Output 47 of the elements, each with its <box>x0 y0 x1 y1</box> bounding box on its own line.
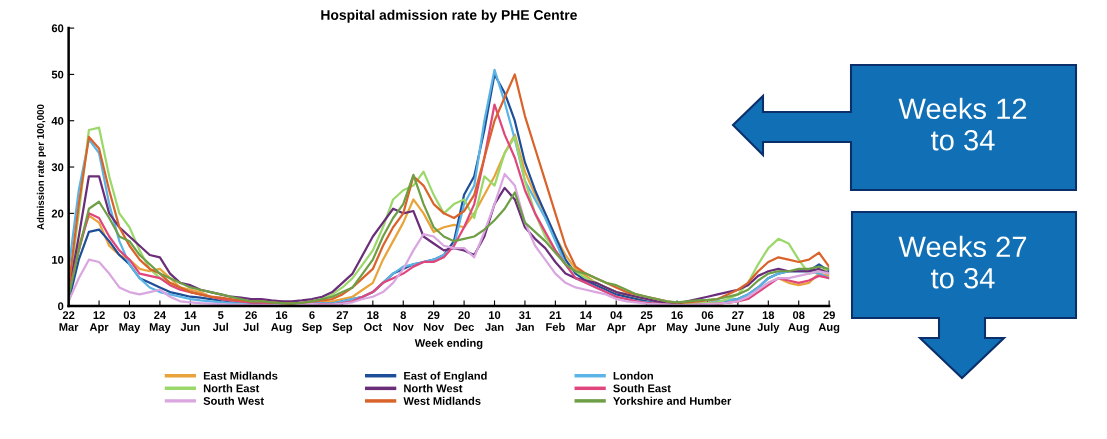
x-tick-label: 16 Aug <box>271 311 292 334</box>
x-tick-label: 29 Nov <box>423 311 445 331</box>
x-tick-label: 10 Jan <box>485 311 504 331</box>
x-tick-label: 6 Sep <box>302 311 322 334</box>
y-tick-label: 20 <box>51 209 64 218</box>
x-tick-label: 04 Apr <box>606 311 626 334</box>
y-tick-label: 40 <box>51 116 64 125</box>
legend-label: South East <box>613 384 671 393</box>
text: Weeks 12 to 34 <box>898 97 1027 151</box>
y-axis-title: Admission rate per 100,000 <box>36 104 46 230</box>
x-tick-label: 24 May <box>149 311 171 334</box>
x-tick-label: 21 Feb <box>546 311 565 331</box>
x-tick-label: 27 June <box>725 311 751 331</box>
legend-label: East Midlands <box>203 371 278 380</box>
x-tick-label: 29 Aug <box>818 311 840 334</box>
x-tick-label: 31 Jan <box>515 311 534 331</box>
legend-label: West Midlands <box>403 396 481 405</box>
y-tick-label: 10 <box>52 255 64 264</box>
x-tick-label: 14 Mar <box>576 311 596 331</box>
x-tick-label: 12 Apr <box>89 311 109 334</box>
x-tick-label: 14 Jun <box>180 311 200 331</box>
y-tick-label: 30 <box>51 163 64 172</box>
y-tick-label: 50 <box>51 70 64 79</box>
y-tick-label: 60 <box>51 24 64 33</box>
legend-label: North East <box>203 384 260 393</box>
chart-title: Hospital admission rate by PHE Centre <box>321 9 577 23</box>
x-tick-label: 08 Aug <box>788 311 809 334</box>
legend-label: North West <box>404 384 463 393</box>
legend-label: Yorkshire and Humber <box>613 396 732 405</box>
x-tick-label: 26 Jul <box>243 311 259 331</box>
x-tick-label: 16 May <box>666 311 688 334</box>
legend-label: London <box>613 371 653 380</box>
x-tick-label: 8 Nov <box>393 311 414 331</box>
x-tick-label: 22 Mar <box>59 311 79 331</box>
x-tick-label: 20 Dec <box>454 311 474 331</box>
x-tick-label: 5 Jul <box>212 311 228 331</box>
x-tick-label: 06 June <box>694 311 721 331</box>
x-tick-label: 03 May <box>119 311 141 334</box>
x-axis-title: Week ending <box>414 338 483 350</box>
legend-label: South West <box>203 396 264 405</box>
x-tick-label: 25 Apr <box>637 311 657 334</box>
text: Weeks 27 to 34 <box>898 235 1027 289</box>
legend-label: East of England <box>404 371 487 382</box>
y-tick-label: 0 <box>58 302 64 311</box>
x-tick-label: 27 Sep <box>332 311 353 334</box>
x-tick-label: 18 July <box>757 311 780 334</box>
x-tick-label: 18 Oct <box>364 311 382 331</box>
